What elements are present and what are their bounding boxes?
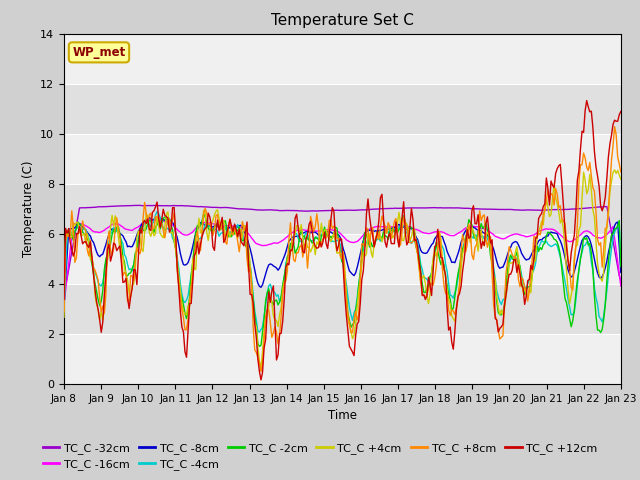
Bar — [64, 134, 621, 184]
Legend: TC_C -32cm, TC_C -16cm, TC_C -8cm, TC_C -4cm, TC_C -2cm, TC_C +4cm, TC_C +8cm, T: TC_C -32cm, TC_C -16cm, TC_C -8cm, TC_C … — [38, 438, 602, 474]
Bar — [64, 234, 621, 284]
Y-axis label: Temperature (C): Temperature (C) — [22, 160, 35, 257]
X-axis label: Time: Time — [328, 409, 357, 422]
Bar — [64, 184, 621, 234]
Bar — [64, 84, 621, 134]
Title: Temperature Set C: Temperature Set C — [271, 13, 414, 28]
Bar — [64, 34, 621, 84]
Bar — [64, 334, 621, 384]
Text: WP_met: WP_met — [72, 46, 125, 59]
Bar — [64, 284, 621, 334]
